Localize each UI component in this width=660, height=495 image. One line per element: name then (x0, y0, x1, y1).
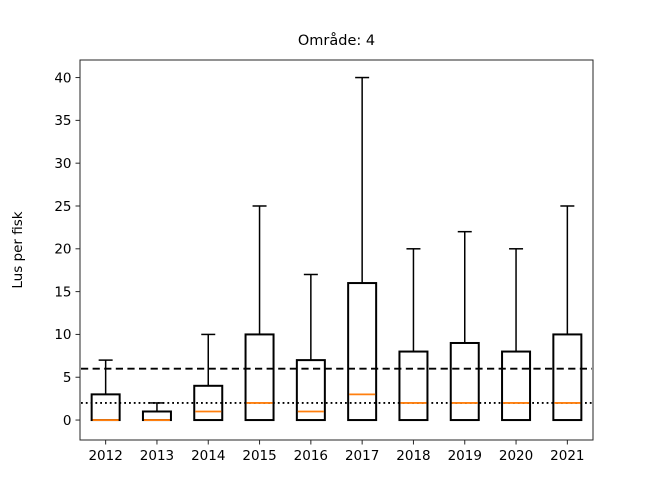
x-tick-label: 2015 (242, 448, 276, 464)
x-tick-label: 2014 (191, 448, 225, 464)
x-tick-label: 2013 (140, 448, 174, 464)
plot-area: 0 5 10 15 20 25 30 35 40 2012 2013 2014 2015 2016 2017… (54, 59, 594, 464)
box-2013 (141, 410, 172, 422)
y-tick-label: 0 (63, 413, 72, 429)
box-2012 (90, 393, 121, 422)
box-2018 (398, 350, 429, 422)
y-tick-label: 35 (54, 113, 71, 129)
y-axis-label: Lus per fisk (10, 211, 26, 288)
axes-frame (79, 59, 594, 441)
x-tick-label: 2019 (448, 448, 482, 464)
box-2014 (193, 384, 224, 422)
box-2015 (244, 333, 275, 422)
x-tick-label: 2021 (550, 448, 584, 464)
x-tick-label: 2018 (396, 448, 430, 464)
x-tick-label: 2012 (88, 448, 122, 464)
y-tick-label: 15 (54, 284, 71, 300)
y-tick-label: 25 (54, 199, 71, 215)
box-2020 (501, 350, 532, 422)
y-tick-label: 5 (63, 370, 72, 386)
box-2016 (295, 359, 326, 422)
box-2021 (552, 333, 583, 422)
x-tick-label: 2016 (294, 448, 328, 464)
x-tick-label: 2017 (345, 448, 379, 464)
y-tick-label: 30 (54, 156, 71, 172)
y-tick-label: 20 (54, 242, 71, 258)
y-tick-label: 10 (54, 327, 71, 343)
x-tick-label: 2020 (499, 448, 533, 464)
y-tick-label: 40 (54, 70, 71, 86)
box-2019 (449, 341, 480, 422)
chart-title: Område: 4 (298, 32, 375, 49)
box-2017 (347, 282, 378, 422)
